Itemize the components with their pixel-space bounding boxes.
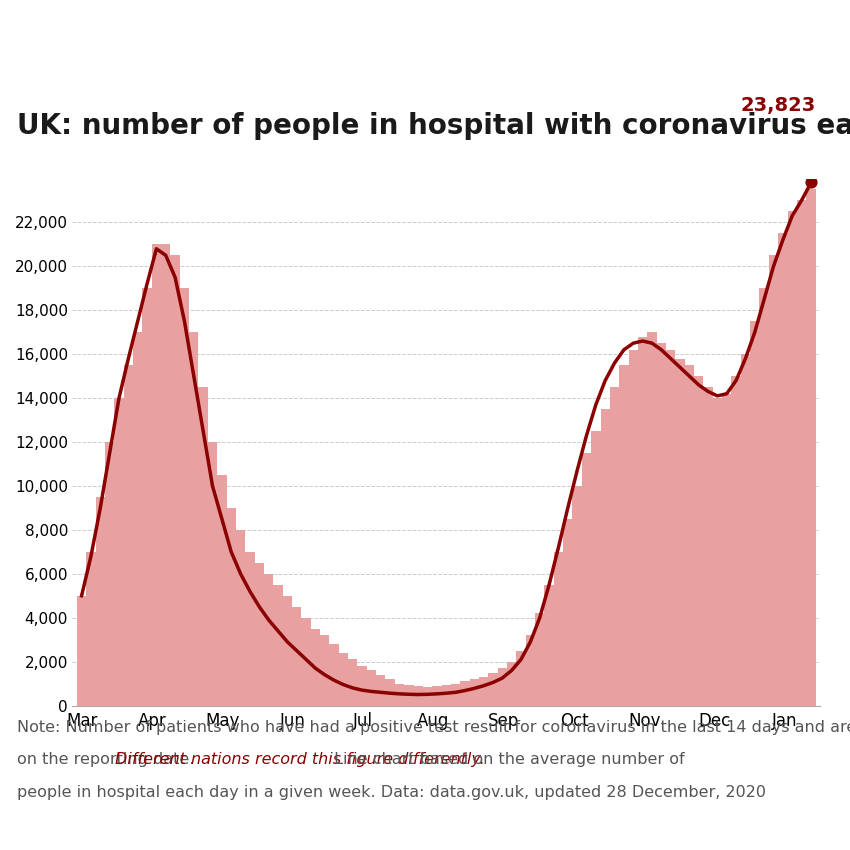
Bar <box>301 618 311 705</box>
Bar <box>628 350 638 706</box>
Bar <box>694 376 703 706</box>
Text: on the reporting date.: on the reporting date. <box>17 752 195 768</box>
Bar <box>563 518 573 706</box>
Bar <box>245 552 254 705</box>
Bar <box>235 530 245 705</box>
Bar <box>338 653 348 706</box>
Point <box>804 176 818 190</box>
Bar <box>619 366 628 706</box>
Bar <box>105 442 114 706</box>
Bar <box>142 288 151 706</box>
Bar <box>722 394 731 706</box>
Bar <box>638 337 648 706</box>
Bar <box>217 475 226 706</box>
Bar <box>123 366 133 706</box>
Bar <box>712 398 722 706</box>
Bar <box>226 508 235 706</box>
Bar <box>516 650 525 706</box>
Bar <box>488 672 497 706</box>
Bar <box>703 387 712 706</box>
Bar <box>189 332 198 706</box>
Bar <box>76 596 86 705</box>
Bar <box>460 682 469 706</box>
Bar <box>591 431 600 706</box>
Bar <box>432 686 442 706</box>
Bar <box>648 332 656 706</box>
Bar <box>497 668 507 706</box>
Bar <box>273 585 282 706</box>
Bar <box>787 212 796 706</box>
Bar <box>450 683 460 706</box>
Bar <box>806 190 816 706</box>
Bar <box>133 332 142 706</box>
Bar <box>441 684 451 705</box>
Bar <box>535 614 544 705</box>
Bar <box>554 552 563 705</box>
Bar <box>600 409 609 706</box>
Bar <box>310 629 320 706</box>
Bar <box>760 288 768 706</box>
Text: people in hospital each day in a given week. Data: data.gov.uk, updated 28 Decem: people in hospital each day in a given w… <box>17 785 766 800</box>
Bar <box>207 442 217 706</box>
Bar <box>666 350 675 706</box>
Bar <box>544 585 554 706</box>
Bar <box>366 671 376 705</box>
Bar <box>750 321 760 706</box>
Bar <box>254 563 264 706</box>
Bar <box>198 387 207 706</box>
Text: 23,823: 23,823 <box>740 96 816 115</box>
Text: Line chart based on the average number of: Line chart based on the average number o… <box>329 752 684 768</box>
Bar <box>264 574 273 705</box>
Bar <box>479 677 488 706</box>
Bar <box>581 453 591 706</box>
Bar <box>114 398 123 706</box>
Bar <box>386 679 394 706</box>
Bar <box>282 596 292 705</box>
Bar <box>422 687 432 706</box>
Bar <box>796 201 806 706</box>
Bar <box>731 376 740 706</box>
Text: UK: number of people in hospital with coronavirus each day: UK: number of people in hospital with co… <box>17 112 850 140</box>
Bar <box>684 366 694 706</box>
Bar <box>469 679 479 706</box>
Bar <box>95 497 105 706</box>
Bar <box>656 343 666 706</box>
Bar <box>394 683 404 706</box>
Bar <box>675 359 685 706</box>
Bar <box>292 607 302 706</box>
Bar <box>161 245 170 706</box>
Bar <box>768 255 779 706</box>
Text: Note: Number of patients who have had a positive test result for coronavirus in : Note: Number of patients who have had a … <box>17 720 850 735</box>
Bar <box>525 635 536 706</box>
Bar <box>179 288 189 706</box>
Bar <box>376 675 386 705</box>
Bar <box>170 255 180 706</box>
Bar <box>348 660 357 706</box>
Bar <box>778 234 787 706</box>
Bar <box>507 661 516 706</box>
Bar <box>413 686 422 706</box>
Bar <box>320 635 329 706</box>
Bar <box>329 644 338 705</box>
Bar <box>609 387 619 706</box>
Bar <box>86 552 95 705</box>
Bar <box>573 486 581 706</box>
Bar <box>404 684 413 705</box>
Bar <box>357 666 366 705</box>
Bar <box>740 354 750 706</box>
Bar <box>151 245 161 706</box>
Text: Different nations record this figure differently.: Different nations record this figure dif… <box>115 752 484 768</box>
